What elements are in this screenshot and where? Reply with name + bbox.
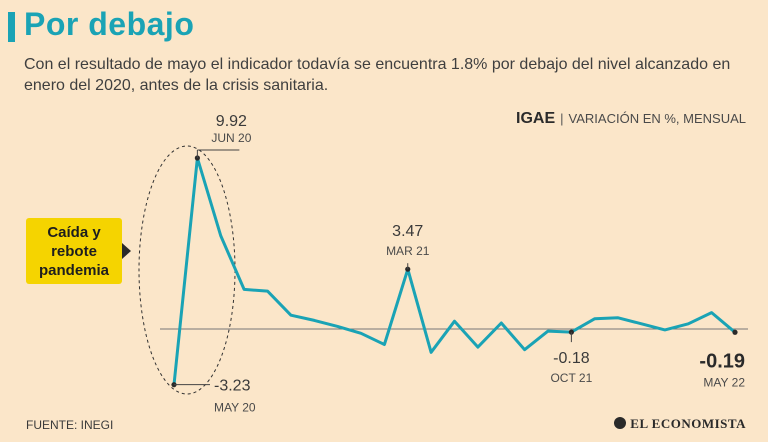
pandemic-callout-text: Caída y rebote pandemia [38, 223, 110, 279]
jun20-value-label: 9.92 [216, 113, 247, 130]
series-line [172, 156, 737, 387]
may20-value-label: -3.23 [214, 378, 251, 395]
may22-date-label: MAY 22 [703, 375, 745, 389]
oct21-value-label: -0.18 [553, 350, 590, 367]
series-label: IGAE | VARIACIÓN EN %, MENSUAL [516, 110, 746, 128]
series-separator: | [560, 111, 564, 126]
series-description: VARIACIÓN EN %, MENSUAL [568, 111, 746, 126]
mar21-value-label: 3.47 [392, 223, 423, 240]
series-name: IGAE [516, 110, 556, 127]
brand-name: EL ECONOMISTA [630, 416, 746, 431]
jun20-date-label: JUN 20 [211, 131, 251, 145]
page-title: Por debajo [24, 6, 195, 42]
page-subtitle: Con el resultado de mayo el indicador to… [24, 56, 731, 94]
pandemic-callout: Caída y rebote pandemia [26, 218, 122, 284]
title-accent-bar [8, 12, 15, 42]
footer-source: FUENTE: INEGI [26, 418, 114, 432]
may20-date-label: MAY 20 [214, 401, 256, 415]
footer-brand: EL ECONOMISTA [614, 416, 746, 432]
mar21-date-label: MAR 21 [386, 244, 430, 258]
data-point [732, 329, 738, 335]
oct21-date-label: OCT 21 [550, 371, 592, 385]
callout-arrow-icon [122, 243, 131, 259]
may22-value-label: -0.19 [699, 350, 745, 372]
brand-logo-icon [614, 417, 627, 429]
